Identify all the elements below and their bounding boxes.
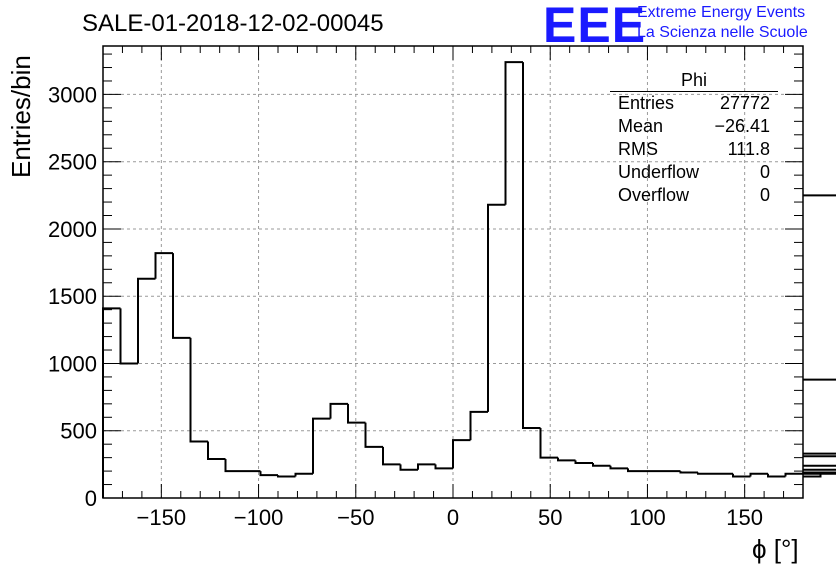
stats-value: −26.41 bbox=[714, 116, 770, 136]
stats-value: 111.8 bbox=[727, 139, 770, 159]
histogram-bin bbox=[382, 446, 401, 466]
stats-label: Underflow bbox=[618, 162, 700, 182]
histogram-bin bbox=[749, 472, 768, 477]
histogram-bin bbox=[679, 471, 698, 474]
y-tick-label: 2000 bbox=[48, 217, 97, 242]
histogram-bin bbox=[767, 473, 786, 478]
histogram-bin bbox=[312, 417, 331, 474]
histogram-bin bbox=[294, 472, 313, 477]
histogram-bin bbox=[399, 464, 418, 471]
histogram-bin bbox=[329, 402, 348, 419]
histogram-bin bbox=[189, 337, 208, 443]
stats-row-entries: Entries 27772 bbox=[610, 92, 778, 115]
histogram-bin bbox=[347, 403, 366, 424]
x-tick-label: 100 bbox=[629, 505, 666, 530]
x-axis-label: ϕ [°] bbox=[752, 534, 799, 564]
histogram-bin bbox=[522, 62, 541, 430]
histogram-bin bbox=[697, 472, 716, 475]
histogram-bin bbox=[154, 252, 173, 279]
y-tick-label: 0 bbox=[85, 486, 97, 511]
y-tick-label: 2500 bbox=[48, 150, 97, 175]
histogram-bin bbox=[732, 473, 751, 478]
stats-row-rms: RMS 111.8 bbox=[610, 138, 778, 161]
histogram-bin bbox=[137, 277, 156, 364]
stats-box: Phi Entries 27772 Mean −26.41 RMS 111.8 … bbox=[610, 70, 778, 207]
logo-caption: Extreme Energy Events La Scienza nelle S… bbox=[637, 3, 808, 43]
stats-label: Entries bbox=[618, 93, 675, 113]
histogram-bin bbox=[592, 463, 611, 467]
histogram-bin bbox=[609, 465, 628, 470]
histogram-bin bbox=[364, 422, 383, 448]
histogram-bin bbox=[784, 472, 803, 477]
logo-line-1: Extreme Energy Events bbox=[637, 4, 806, 21]
y-tick-label: 1500 bbox=[48, 284, 97, 309]
histogram-bin bbox=[119, 308, 138, 365]
x-tick-label: 50 bbox=[538, 505, 562, 530]
stats-row-overflow: Overflow 0 bbox=[610, 184, 778, 207]
y-axis-label: Entries/bin bbox=[6, 55, 36, 178]
stats-value: 0 bbox=[759, 185, 770, 205]
histogram-bin bbox=[627, 468, 646, 473]
histogram-bin bbox=[574, 460, 593, 465]
histogram-bin bbox=[452, 439, 471, 469]
y-tick-label: 500 bbox=[60, 419, 97, 444]
stats-label: Overflow bbox=[618, 185, 690, 205]
histogram-bin bbox=[277, 475, 296, 478]
x-tick-label: 150 bbox=[726, 505, 763, 530]
y-tick-label: 3000 bbox=[48, 82, 97, 107]
histogram-bin bbox=[803, 468, 836, 471]
histogram-bin bbox=[224, 458, 243, 473]
plot-frame bbox=[102, 45, 804, 499]
stats-value: 27772 bbox=[719, 93, 770, 113]
histogram-bin bbox=[504, 61, 523, 205]
chart-title: SALE-01-2018-12-02-00045 bbox=[82, 10, 384, 37]
histogram-bin bbox=[803, 472, 836, 475]
histogram-bin bbox=[539, 428, 558, 459]
histogram-bin bbox=[803, 194, 836, 197]
x-tick-label: −150 bbox=[137, 505, 187, 530]
logo-line-2: La Scienza nelle Scuole bbox=[637, 24, 808, 41]
histogram-bin bbox=[803, 378, 836, 381]
x-tick-label: −50 bbox=[337, 505, 374, 530]
histogram-bin bbox=[259, 471, 278, 477]
stats-label: RMS bbox=[618, 139, 658, 159]
histogram-bin bbox=[557, 457, 576, 462]
stats-name: Phi bbox=[610, 70, 778, 92]
histogram-bin bbox=[434, 464, 453, 470]
eee-logo: EEE bbox=[543, 0, 647, 53]
histogram-bin bbox=[207, 441, 226, 460]
y-tick-label: 1000 bbox=[48, 351, 97, 376]
stats-label: Mean bbox=[618, 116, 664, 136]
stats-row-mean: Mean −26.41 bbox=[610, 115, 778, 138]
histogram-bin bbox=[469, 410, 488, 441]
histogram-bin bbox=[172, 253, 191, 339]
stats-value: 0 bbox=[759, 162, 770, 182]
x-tick-label: −100 bbox=[234, 505, 284, 530]
x-tick-label: 0 bbox=[447, 505, 459, 530]
histogram-bin bbox=[417, 463, 436, 470]
stats-row-underflow: Underflow 0 bbox=[610, 161, 778, 184]
histogram-bin bbox=[487, 203, 506, 412]
